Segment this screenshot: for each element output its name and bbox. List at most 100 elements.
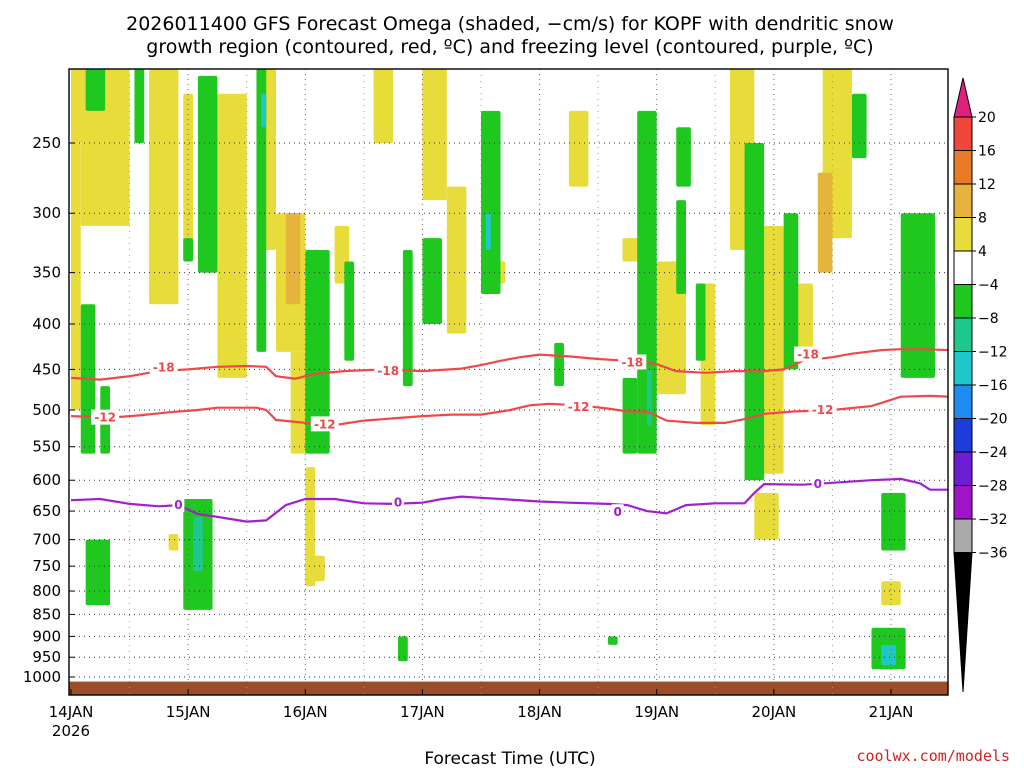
x-tick-label: 20JAN: [751, 703, 796, 721]
contour-label: -12: [314, 417, 336, 431]
colorbar-segment: [953, 150, 973, 185]
omega-cell: [783, 213, 799, 370]
x-tick-label: 18JAN: [517, 703, 562, 721]
colorbar-segment: [953, 250, 973, 285]
colorbar-tick-label: 20: [978, 110, 996, 126]
omega-cell: [744, 143, 765, 481]
omega-cell: [881, 581, 901, 606]
x-tick-label: 15JAN: [166, 703, 211, 721]
contour-label-bg: [808, 402, 837, 417]
omega-cell: [310, 555, 325, 582]
omega-cell: [402, 249, 413, 387]
contour-label: 0: [174, 498, 182, 512]
y-axis-ticks: 250 300 350 400 450 500 550 600 650 700 750 800 850 9…: [23, 134, 75, 686]
contour-label-bg: [310, 416, 339, 432]
omega-cell: [344, 261, 355, 361]
omega-cell: [422, 69, 447, 201]
contour-label-bg: [91, 409, 120, 425]
omega-cell: [817, 172, 833, 273]
y-tick-label: 700: [32, 531, 61, 549]
omega-cell: [568, 110, 589, 187]
contour-label: -12: [812, 403, 834, 417]
colorbar-tick-label: −12: [978, 345, 1008, 361]
x-tick-sublabel: 2026: [52, 722, 90, 740]
omega-cell: [193, 516, 203, 572]
omega-cell: [305, 249, 330, 454]
contour-line: [70, 394, 948, 427]
contour-label: 0: [394, 496, 402, 510]
omega-cell: [134, 69, 145, 143]
omega-cell: [422, 238, 442, 325]
contour-label-bg: [611, 504, 624, 520]
omega-cell: [481, 110, 501, 295]
contour-label-bg: [794, 346, 823, 362]
omega-cell: [676, 200, 686, 295]
colorbar-segment: [953, 351, 973, 386]
colorbar: 20 16 12 8 4 −4 −8 −12 −16 −20 −24 −28 −32 −36: [953, 77, 1008, 693]
omega-cell: [149, 69, 179, 305]
y-tick-label: 350: [32, 264, 61, 282]
x-tick-label: 16JAN: [283, 703, 328, 721]
colorbar-tick-label: −4: [978, 278, 999, 294]
contour-label-bg: [618, 354, 647, 370]
contour-label-bg: [811, 476, 824, 492]
colorbar-segment: [953, 183, 973, 218]
colorbar-tick-label: −28: [978, 479, 1008, 495]
omega-shading: [71, 69, 935, 670]
colorbar-segment: [953, 116, 973, 151]
y-tick-label: 500: [32, 401, 61, 419]
chart-title-line-1: 2026011400 GFS Forecast Omega (shaded, −…: [126, 13, 894, 35]
colorbar-top-arrow: [953, 77, 973, 118]
y-tick-label: 800: [32, 582, 61, 600]
omega-cell: [168, 534, 179, 551]
x-tick-label: 14JAN: [49, 703, 94, 721]
omega-cell: [607, 636, 618, 645]
omega-cell: [646, 369, 652, 426]
plot-frame: [68, 68, 949, 696]
colorbar-tick-label: 16: [978, 144, 996, 160]
colorbar-segment: [953, 451, 973, 486]
colorbar-tick-label: 8: [978, 211, 987, 227]
x-tick-label: 19JAN: [634, 703, 679, 721]
colorbar-segment: [953, 418, 973, 453]
credit-watermark: coolwx.com/models: [856, 747, 1010, 765]
colorbar-tick-label: 12: [978, 177, 996, 193]
y-tick-label: 300: [32, 204, 61, 222]
omega-cell: [217, 93, 247, 378]
omega-cell: [285, 213, 301, 305]
y-tick-label: 900: [32, 627, 61, 645]
omega-cell: [446, 186, 467, 334]
omega-cell: [261, 93, 267, 128]
colorbar-segment: [953, 284, 973, 319]
colorbar-segment: [953, 485, 973, 520]
contour-label: -18: [621, 356, 643, 370]
contour-label-bg: [392, 494, 405, 510]
contour-label: 0: [814, 477, 822, 491]
omega-cell: [256, 69, 267, 352]
omega-cell: [676, 127, 691, 187]
contour-label-bg: [374, 363, 403, 379]
colorbar-segment: [953, 317, 973, 352]
contour-label-bg: [172, 497, 185, 513]
y-tick-label: 450: [32, 360, 61, 378]
colorbar-segment: [953, 518, 973, 553]
contour-line: [70, 477, 948, 523]
omega-cell: [80, 143, 130, 226]
omega-cell: [485, 213, 491, 250]
omega-cell: [554, 342, 564, 387]
colorbar-tick-label: −16: [978, 378, 1008, 394]
colorbar-segment: [953, 217, 973, 252]
omega-cell: [881, 644, 896, 666]
colorbar-segment: [953, 384, 973, 419]
y-tick-label: 950: [32, 648, 61, 666]
y-tick-label: 850: [32, 605, 61, 623]
grid-lines: [69, 69, 948, 695]
colorbar-tick-label: −32: [978, 512, 1008, 528]
contour-label: 0: [613, 505, 621, 519]
colorbar-bottom-arrow: [953, 552, 973, 693]
x-tick-label: 17JAN: [400, 703, 445, 721]
contour-label: -18: [153, 361, 175, 375]
omega-cell: [398, 636, 408, 662]
omega-cell: [656, 261, 686, 395]
